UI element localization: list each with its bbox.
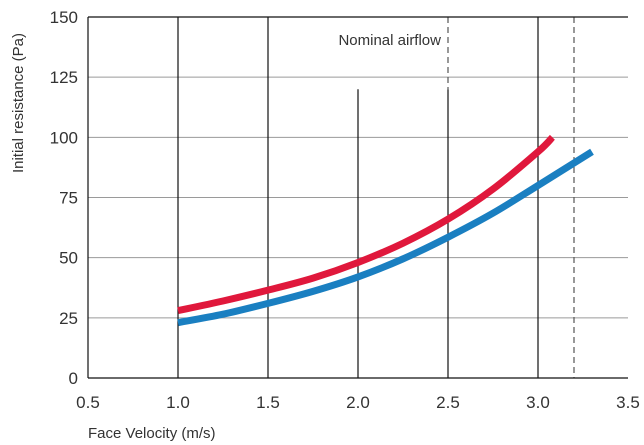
series-layer bbox=[177, 134, 594, 327]
y-tick-label-150: 150 bbox=[50, 8, 78, 27]
x-axis-title: Face Velocity (m/s) bbox=[88, 425, 216, 442]
series-line-2 bbox=[177, 148, 594, 327]
series-line-1 bbox=[177, 134, 555, 315]
label-layer: 0 25 50 75 100 125 150 0.5 1.0 1.5 2.0 2.5 3.0 3.5 bbox=[50, 8, 640, 412]
x-tick-label-0.5: 0.5 bbox=[76, 393, 100, 412]
y-tick-label-125: 125 bbox=[50, 68, 78, 87]
x-tick-label-3.0: 3.0 bbox=[526, 393, 550, 412]
grid-layer bbox=[88, 17, 628, 378]
x-tick-label-2.0: 2.0 bbox=[346, 393, 370, 412]
nominal-airflow-annotation: Nominal airflow bbox=[338, 32, 441, 49]
y-tick-label-25: 25 bbox=[59, 309, 78, 328]
y-tick-label-100: 100 bbox=[50, 128, 78, 147]
x-tick-label-2.5: 2.5 bbox=[436, 393, 460, 412]
y-tick-label-0: 0 bbox=[69, 369, 78, 388]
x-tick-label-1.0: 1.0 bbox=[166, 393, 190, 412]
x-tick-label-3.5: 3.5 bbox=[616, 393, 640, 412]
x-tick-label-1.5: 1.5 bbox=[256, 393, 280, 412]
y-axis-title: Initial resistance (Pa) bbox=[10, 33, 27, 173]
frame-layer bbox=[87, 16, 628, 379]
y-tick-label-75: 75 bbox=[59, 189, 78, 208]
y-tick-label-50: 50 bbox=[59, 249, 78, 268]
